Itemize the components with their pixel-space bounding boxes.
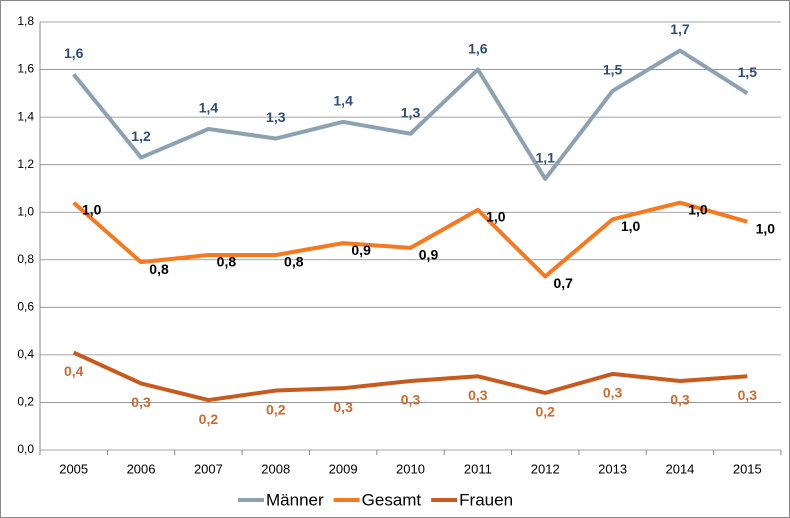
data-label: 1,0 <box>756 220 776 236</box>
x-tick-label: 2006 <box>127 461 156 476</box>
x-tick-label: 2015 <box>733 461 762 476</box>
data-label: 1,3 <box>401 104 421 120</box>
data-label: 1,0 <box>621 218 641 234</box>
data-label: 1,6 <box>468 40 488 56</box>
data-label: 1,3 <box>266 109 286 125</box>
data-label: 1,7 <box>670 21 690 37</box>
data-label: 0,8 <box>149 261 169 277</box>
x-tick-label: 2013 <box>598 461 627 476</box>
y-tick-label: 0,4 <box>17 347 34 361</box>
data-label: 1,4 <box>333 93 353 109</box>
data-label: 0,3 <box>131 394 151 410</box>
y-tick-label: 0,2 <box>17 395 34 409</box>
data-label: 0,4 <box>64 363 84 379</box>
data-label: 1,0 <box>486 209 506 225</box>
data-label: 1,5 <box>603 62 623 78</box>
data-label: 0,2 <box>266 401 286 417</box>
y-tick-label: 1,4 <box>17 109 34 123</box>
data-label: 0,7 <box>553 275 573 291</box>
x-tick-label: 2007 <box>194 461 223 476</box>
y-tick-label: 1,8 <box>17 14 34 28</box>
series-line <box>72 200 748 279</box>
data-label: 0,9 <box>351 242 371 258</box>
data-label: 1,6 <box>64 45 84 61</box>
y-tick-label: 0,6 <box>17 300 34 314</box>
series-line <box>72 48 749 181</box>
data-label: 1,2 <box>131 128 151 144</box>
y-tick-label: 0,0 <box>17 442 34 456</box>
series-line <box>72 350 748 403</box>
y-tick-label: 1,6 <box>17 62 34 76</box>
x-tick-label: 2012 <box>531 461 560 476</box>
data-label: 1,5 <box>738 64 758 80</box>
data-label: 1,0 <box>82 201 102 217</box>
data-label: 0,3 <box>468 387 488 403</box>
data-label: 0,2 <box>535 404 555 420</box>
x-tick-label: 2008 <box>261 461 290 476</box>
data-label: 0,8 <box>284 254 304 270</box>
legend-label: Frauen <box>459 490 513 509</box>
y-tick-label: 1,0 <box>17 204 34 218</box>
y-tick-label: 1,2 <box>17 157 34 171</box>
data-label: 1,0 <box>688 201 708 217</box>
data-label: 1,1 <box>535 150 555 166</box>
data-label: 0,8 <box>217 254 237 270</box>
data-label: 1,4 <box>199 100 219 116</box>
data-label: 0,3 <box>738 387 758 403</box>
data-label: 0,3 <box>401 392 421 408</box>
legend-label: Gesamt <box>362 490 422 509</box>
x-tick-label: 2011 <box>464 461 492 476</box>
data-label: 0,3 <box>670 392 690 408</box>
data-label: 0,3 <box>603 385 623 401</box>
x-tick-label: 2009 <box>329 461 358 476</box>
x-tick-label: 2014 <box>665 461 694 476</box>
data-label: 0,3 <box>333 399 353 415</box>
legend-label: Männer <box>266 490 324 509</box>
x-tick-label: 2010 <box>396 461 425 476</box>
y-tick-label: 0,8 <box>17 252 34 266</box>
data-label: 0,2 <box>199 411 219 427</box>
x-tick-label: 2005 <box>59 461 88 476</box>
data-label: 0,9 <box>419 247 439 263</box>
